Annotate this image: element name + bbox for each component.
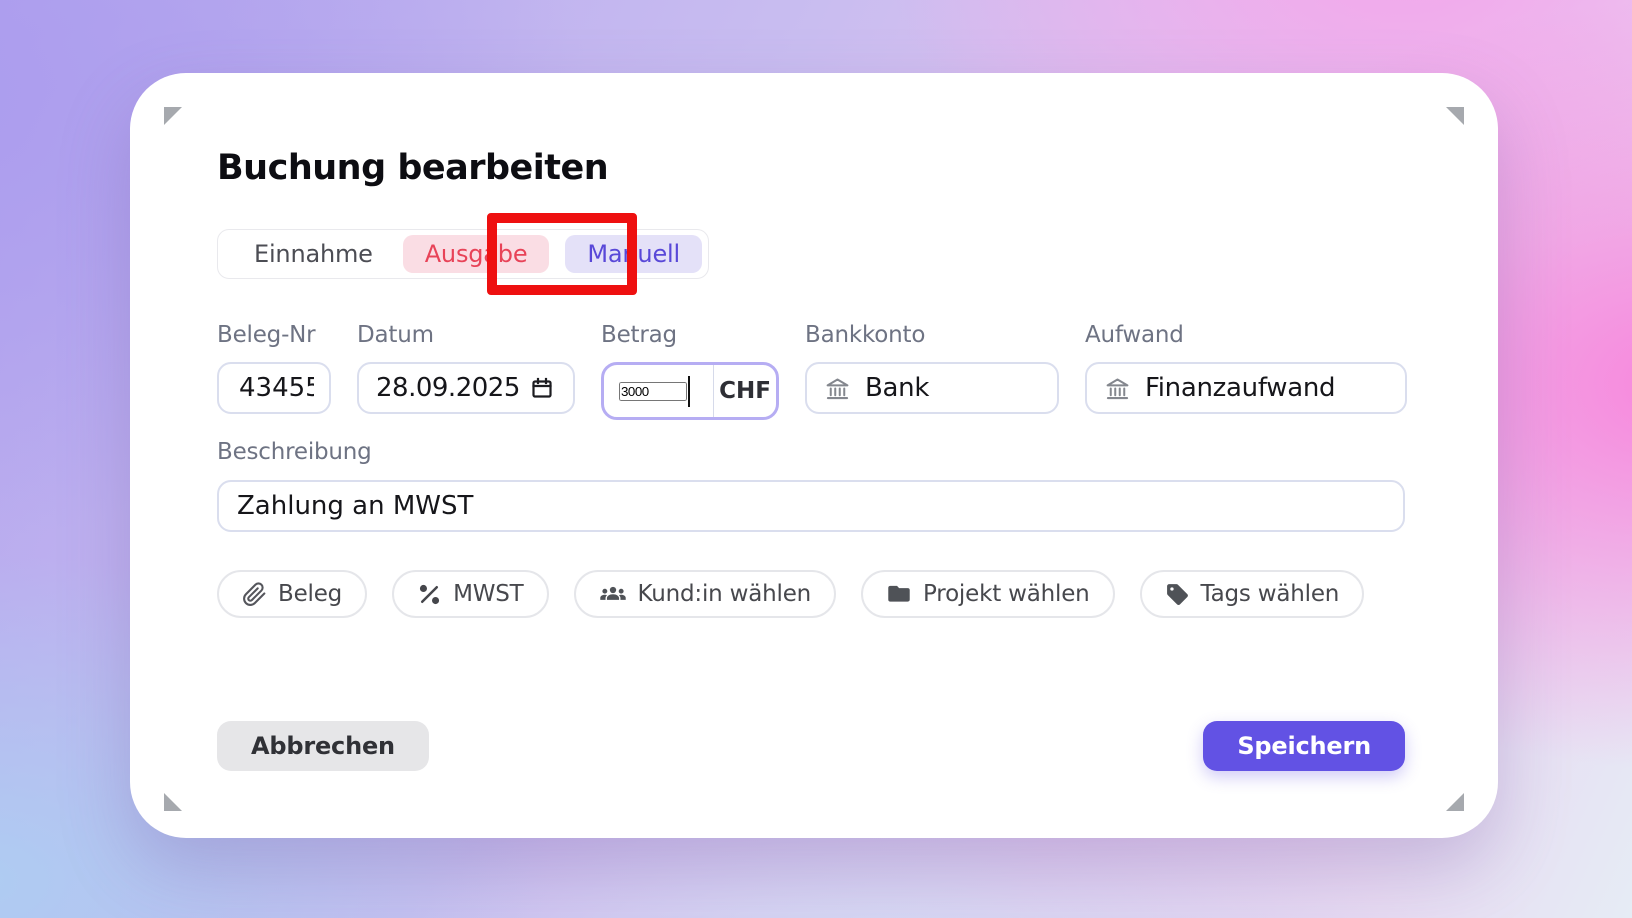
corner-mark-top-left [164, 107, 182, 125]
paperclip-icon [242, 581, 267, 607]
chip-label: Projekt wählen [923, 581, 1090, 607]
bank-icon [1104, 375, 1131, 402]
betrag-field: CHF [601, 362, 779, 420]
chip-label: Tags wählen [1200, 581, 1340, 607]
corner-mark-bottom-right [1446, 793, 1464, 811]
beleg-nr-label: Beleg-Nr [217, 322, 316, 348]
bankkonto-select[interactable]: Bank [805, 362, 1059, 414]
project-chip-button[interactable]: Projekt wählen [861, 570, 1115, 618]
tags-chip-button[interactable]: Tags wählen [1139, 570, 1365, 618]
beleg-chip-button[interactable]: Beleg [217, 570, 368, 618]
save-button[interactable]: Speichern [1203, 721, 1405, 771]
betrag-input[interactable] [619, 381, 687, 401]
edit-booking-dialog: Buchung bearbeiten Einnahme Ausgabe Manu… [130, 73, 1498, 838]
folder-icon [886, 581, 912, 607]
aufwand-select[interactable]: Finanzaufwand [1085, 362, 1407, 414]
betrag-label: Betrag [601, 322, 677, 348]
calendar-icon[interactable] [530, 376, 554, 400]
beleg-nr-field [217, 362, 331, 414]
corner-mark-bottom-left [164, 793, 182, 811]
mwst-chip-button[interactable]: MWST [392, 570, 549, 618]
users-icon [599, 580, 627, 608]
aufwand-label: Aufwand [1085, 322, 1184, 348]
datum-value: 28.09.2025 [376, 373, 520, 403]
chip-label: Kund:in wählen [637, 581, 812, 607]
bankkonto-value: Bank [865, 373, 930, 403]
tag-icon [1165, 582, 1190, 607]
type-option-manuell[interactable]: Manuell [565, 235, 702, 273]
datum-label: Datum [357, 322, 434, 348]
type-option-ausgabe[interactable]: Ausgabe [402, 235, 550, 273]
page-title: Buchung bearbeiten [217, 148, 609, 188]
beschreibung-input[interactable] [237, 491, 1391, 521]
corner-mark-top-right [1446, 107, 1464, 125]
type-option-einnahme[interactable]: Einnahme [254, 240, 373, 268]
text-caret [688, 375, 690, 407]
cancel-button[interactable]: Abbrechen [217, 721, 429, 771]
customer-chip-button[interactable]: Kund:in wählen [573, 570, 837, 618]
booking-type-switcher: Einnahme Ausgabe Manuell [217, 229, 709, 279]
beschreibung-label: Beschreibung [217, 439, 372, 465]
currency-suffix: CHF [713, 365, 776, 417]
aufwand-value: Finanzaufwand [1145, 373, 1336, 403]
beleg-nr-input[interactable] [239, 373, 314, 403]
beschreibung-field [217, 480, 1405, 532]
datum-field[interactable]: 28.09.2025 [357, 362, 575, 414]
chip-label: MWST [453, 581, 524, 607]
percent-icon [417, 582, 442, 607]
chip-label: Beleg [278, 581, 343, 607]
bankkonto-label: Bankkonto [805, 322, 926, 348]
bank-icon [824, 375, 851, 402]
